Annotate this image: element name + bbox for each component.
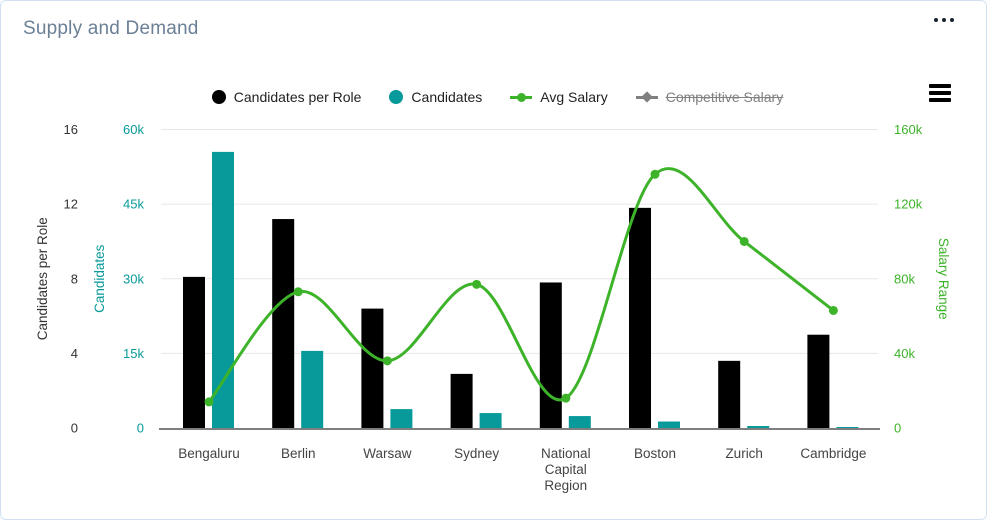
axis-tick-labels: 0 15k 30k 45k 60k — [123, 122, 144, 436]
bar[interactable] — [479, 413, 502, 428]
data-point[interactable] — [382, 356, 392, 366]
bars-candidates — [212, 151, 859, 428]
legend-item-candidates[interactable]: Candidates — [389, 89, 482, 105]
line-path — [207, 167, 835, 403]
category-label: Berlin — [281, 446, 316, 461]
data-point[interactable] — [650, 169, 660, 179]
axis-tick-label: 15k — [123, 346, 144, 361]
line-avg-salary — [204, 167, 838, 407]
bar[interactable] — [450, 373, 473, 428]
bar[interactable] — [718, 360, 741, 428]
legend-label: Candidates — [411, 89, 483, 105]
bar — [929, 91, 951, 95]
data-point[interactable] — [293, 287, 303, 297]
legend-label: Candidates per Role — [233, 89, 362, 105]
axis-tick-labels: 0 40k 80k 120k 160k — [894, 122, 923, 436]
left-axis-title: Candidates per Role — [35, 217, 50, 340]
data-point[interactable] — [204, 397, 214, 407]
bar[interactable] — [390, 409, 413, 428]
secondary-axis-title: Candidates — [92, 244, 107, 313]
axis-tick-label: 120k — [894, 197, 923, 212]
dot — [950, 18, 954, 22]
chart-legend: Candidates per Role Candidates Avg Salar… — [1, 89, 993, 105]
data-point[interactable] — [561, 393, 571, 403]
legend-swatch — [635, 90, 658, 104]
bar[interactable] — [807, 334, 830, 428]
category-label: Zurich — [725, 446, 763, 461]
category-label: National Capital Region — [541, 446, 591, 493]
bar — [929, 84, 951, 88]
x-axis-labels: Bengaluru Berlin Warsaw Sydney National Capit… — [178, 446, 866, 493]
bar[interactable] — [212, 151, 234, 428]
dot — [942, 18, 946, 22]
axis-tick-label: 160k — [894, 122, 923, 137]
dot — [934, 18, 938, 22]
legend-label: Avg Salary — [540, 89, 608, 105]
category-label: Boston — [634, 446, 676, 461]
bar[interactable] — [568, 416, 591, 428]
axis-tick-label: 0 — [71, 421, 78, 436]
axis-tick-label: 40k — [894, 346, 915, 361]
axis-tick-label: 0 — [137, 421, 144, 436]
axis-tick-label: 12 — [64, 197, 78, 212]
legend-swatch — [389, 90, 404, 104]
data-point[interactable] — [828, 305, 838, 315]
category-label: Cambridge — [800, 446, 866, 461]
bar — [929, 98, 951, 102]
category-label: Warsaw — [363, 446, 412, 461]
bar[interactable] — [747, 426, 770, 428]
bar[interactable] — [301, 350, 324, 428]
legend-swatch — [510, 90, 533, 104]
gridlines — [161, 129, 878, 354]
axis-tick-label: 8 — [71, 271, 78, 286]
data-point[interactable] — [472, 279, 482, 289]
bar[interactable] — [361, 308, 384, 428]
axis-tick-label: 60k — [123, 122, 144, 137]
right-axis-title: Salary Range — [936, 238, 951, 320]
axis-tick-label: 80k — [894, 271, 915, 286]
more-actions-ellipsis-icon[interactable] — [930, 14, 958, 26]
legend-item-competitive-salary[interactable]: Competitive Salary — [635, 89, 784, 105]
chart-title: Supply and Demand — [23, 18, 199, 39]
legend-swatch — [211, 90, 226, 104]
axis-tick-label: 0 — [894, 421, 901, 436]
bar[interactable] — [539, 282, 562, 428]
bar[interactable] — [183, 276, 205, 428]
axis-tick-label: 45k — [123, 197, 144, 212]
axis-tick-label: 16 — [64, 122, 78, 137]
category-label: Bengaluru — [178, 446, 240, 461]
axis-tick-label: 4 — [71, 346, 78, 361]
legend-item-candidates-per-role[interactable]: Candidates per Role — [211, 89, 362, 105]
category-label: Sydney — [454, 446, 499, 461]
bar[interactable] — [629, 207, 651, 428]
data-point[interactable] — [739, 236, 749, 246]
bar[interactable] — [272, 219, 295, 428]
axis-tick-label: 30k — [123, 271, 144, 286]
axis-tick-labels: 0 4 8 12 16 — [64, 122, 78, 436]
legend-item-avg-salary[interactable]: Avg Salary — [510, 89, 608, 105]
bar[interactable] — [836, 427, 859, 428]
bar[interactable] — [658, 421, 680, 428]
chart-context-menu-hamburger-icon[interactable] — [929, 84, 951, 105]
legend-label: Competitive Salary — [665, 89, 784, 105]
